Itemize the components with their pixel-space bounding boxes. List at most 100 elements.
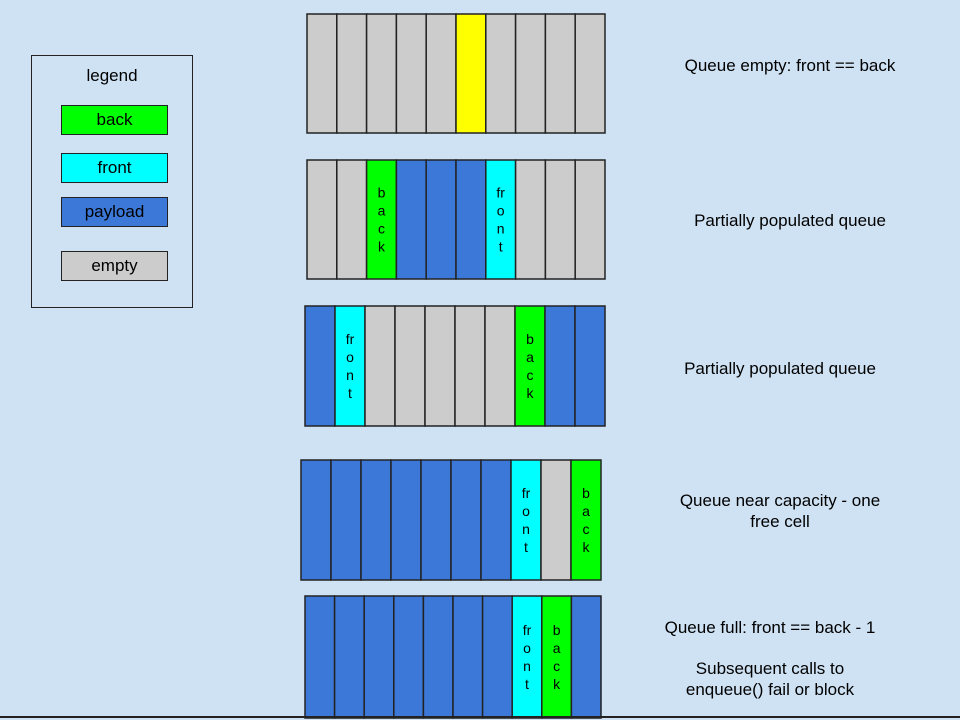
cell-label-front: o (346, 349, 354, 365)
legend-label-back: back (96, 110, 133, 129)
caption-queue-full: Queue full: front == back - 1 (664, 618, 876, 637)
caption-near-capacity: Queue near capacity - one free cell (679, 491, 881, 531)
cell-label-front: n (522, 521, 530, 537)
queue-cell-payload (395, 159, 427, 280)
bottom-rule (0, 716, 960, 718)
cell-label-front: n (523, 658, 531, 674)
queue-cell-payload (570, 595, 602, 719)
queue-cell-payload (393, 595, 425, 719)
queue-array: back fr ont (306, 159, 606, 280)
cell-label-front: fr (346, 331, 355, 347)
legend-label-payload: payload (84, 202, 145, 221)
cell-label-back: c (583, 521, 590, 537)
queue-array: fr ont back (300, 459, 602, 581)
queue-cell-empty (485, 13, 517, 134)
queue-cell-empty (514, 13, 547, 134)
cell-label-back: k (378, 239, 386, 255)
queue-cell-payload (422, 595, 454, 719)
queue-array: fr ont back (304, 305, 606, 427)
queue-cell-empty (395, 13, 427, 134)
queue-cell-front (334, 305, 366, 427)
queue-cell-front (511, 595, 543, 719)
queue-cell-empty (336, 159, 368, 280)
queue-cell-back (541, 595, 573, 719)
queue-array: fr ont back (304, 595, 602, 719)
queue-cell-empty (394, 305, 426, 427)
legend-label-empty: empty (91, 256, 138, 275)
queue-cell-empty (364, 305, 396, 427)
cell-label-back: a (378, 203, 386, 219)
queue-cell-marker (455, 13, 487, 134)
queue-cell-empty (514, 159, 547, 280)
queue-cell-empty (574, 13, 606, 134)
cell-label-back: k (527, 385, 535, 401)
legend-swatch-payload: payload (61, 197, 168, 227)
queue-cell-empty (306, 159, 338, 280)
queue-cell-payload (481, 595, 513, 719)
cell-label-front: o (522, 503, 530, 519)
queue-cell-payload (330, 459, 362, 581)
queue-cell-empty (544, 13, 576, 134)
cell-label-back: k (583, 539, 591, 555)
caption-queue-empty: Queue empty: front == back (684, 56, 896, 75)
queue-cell-front (485, 159, 517, 280)
queue-cell-payload (304, 305, 336, 427)
queue-cell-empty (306, 13, 338, 134)
queue-cell-payload (455, 159, 487, 280)
queue-cell-payload (304, 595, 336, 719)
cell-label-back: b (378, 185, 386, 201)
cell-label-front: t (348, 385, 352, 401)
cell-label-back: k (553, 676, 561, 692)
cell-label-front: t (524, 539, 528, 555)
queue-cell-back (570, 459, 602, 581)
caption-subsequent-calls: Subsequent calls to enqueue() fail or bl… (685, 659, 855, 699)
queue-cell-payload (390, 459, 422, 581)
legend-box: legend back front payload empty (31, 55, 193, 308)
legend-swatch-empty: empty (61, 251, 168, 281)
cell-label-back: b (582, 485, 590, 501)
cell-label-back: c (378, 221, 385, 237)
queue-cell-back (365, 159, 398, 280)
queue-cell-payload (420, 459, 452, 581)
cell-label-front: o (497, 203, 505, 219)
cell-label-back: a (553, 640, 561, 656)
queue-cell-payload (425, 159, 457, 280)
queue-cell-empty (454, 305, 486, 427)
queue-cell-empty (574, 159, 606, 280)
queue-cell-payload (480, 459, 512, 581)
cell-label-front: n (346, 367, 354, 383)
queue-cell-empty (424, 305, 456, 427)
cell-label-front: fr (522, 485, 531, 501)
legend-swatch-front: front (61, 153, 168, 183)
queue-cell-payload (574, 305, 606, 427)
cell-label-back: a (526, 349, 534, 365)
cell-label-back: b (526, 331, 534, 347)
queue-cell-payload (333, 595, 365, 719)
caption-partial-2: Partially populated queue (684, 359, 876, 378)
cell-label-front: t (499, 239, 503, 255)
queue-cell-empty (484, 305, 516, 427)
queue-cell-payload (544, 305, 576, 427)
cell-label-back: b (553, 622, 561, 638)
cell-label-front: n (497, 221, 505, 237)
cell-label-front: fr (496, 185, 505, 201)
queue-cell-payload (363, 595, 395, 719)
cell-label-front: o (523, 640, 531, 656)
queue-cell-back (514, 305, 546, 427)
queue-cell-payload (452, 595, 484, 719)
queue-cell-empty (425, 13, 457, 134)
legend-title: legend (86, 66, 138, 85)
queue-array (306, 13, 606, 134)
queue-cell-payload (450, 459, 482, 581)
queue-cell-payload (360, 459, 392, 581)
cell-label-back: c (527, 367, 534, 383)
queue-cell-front (510, 459, 542, 581)
queue-cell-empty (365, 13, 398, 134)
cell-label-front: fr (523, 622, 532, 638)
cell-label-front: t (525, 676, 529, 692)
queue-cell-empty (540, 459, 572, 581)
cell-label-back: a (582, 503, 590, 519)
queue-cell-payload (300, 459, 332, 581)
cell-label-back: c (553, 658, 560, 674)
